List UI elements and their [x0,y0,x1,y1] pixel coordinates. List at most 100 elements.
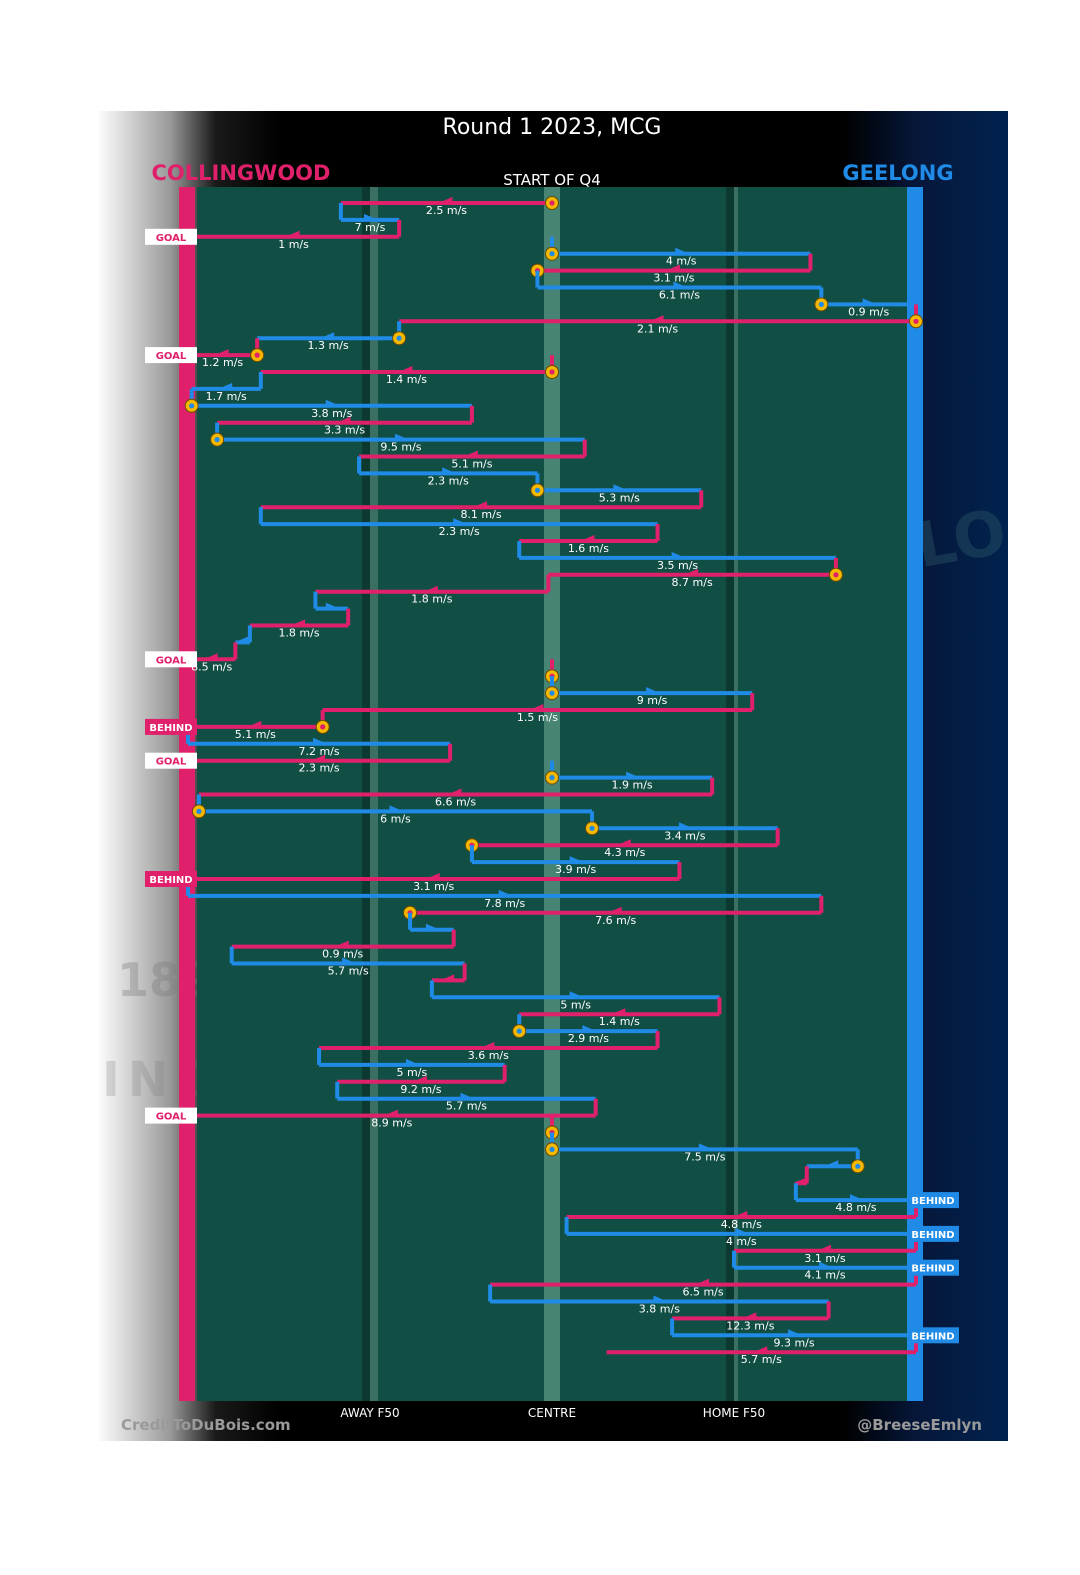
chain-speed-label: 0.9 m/s [848,305,889,318]
outcome-badge [907,1225,959,1242]
chain-speed-label: 4.8 m/s [721,1218,762,1231]
x-axis-label: HOME F50 [703,1406,765,1420]
chain-direction-arrow [824,1160,839,1168]
chain-speed-label: 6 m/s [380,812,411,825]
chain-direction-arrow [285,230,300,238]
chain-speed-label: 2.9 m/s [568,1032,609,1045]
outcome-badge [907,1259,959,1276]
stoppage-marker-core [189,403,195,409]
chain-speed-label: 8.5 m/s [191,660,232,673]
chain-direction-arrow [613,484,628,492]
chain-direction-arrow [325,399,340,407]
chain-direction-arrow [453,518,468,526]
home-team-name: COLLINGWOOD [152,161,331,185]
chain-speed-label: 1.2 m/s [202,356,243,369]
chain-direction-arrow [607,906,622,914]
chain-speed-label: 1.4 m/s [599,1015,640,1028]
collingwood-goal-line [179,187,195,1401]
chain-direction-arrow [678,822,693,830]
chain-direction-arrow [793,1177,808,1185]
chain-direction-arrow [438,197,453,204]
outcome-badge [145,651,197,668]
chain-direction-arrow [423,585,438,593]
outcome-badge [145,718,197,735]
chain-direction-arrow [383,1109,398,1117]
chain-speed-label: 4.8 m/s [835,1201,876,1214]
chain-speed-label: 1.8 m/s [411,593,452,606]
chain-direction-arrow [582,1025,597,1033]
x-axis-label: AWAY F50 [340,1406,399,1420]
chain-speed-label: 3.1 m/s [413,880,454,893]
chain-speed-label: 2.3 m/s [298,762,339,775]
chain-direction-arrow [649,315,664,323]
chain-direction-arrow [498,889,513,897]
chain-direction-arrow [398,366,413,373]
f50-stripe [734,187,738,1401]
chain-direction-arrow [753,1346,768,1354]
chain-speed-label: 9.3 m/s [773,1336,814,1349]
chain-speed-label: 3.6 m/s [468,1049,509,1062]
chain-speed-label: 6.1 m/s [659,289,700,302]
stoppage-marker-core [196,808,202,815]
credit-right: @BreeseEmlyn [857,1416,982,1434]
outcome-label: BEHIND [911,1264,954,1275]
away-team-name: GEELONG [842,161,953,185]
outcome-label: GOAL [156,655,187,666]
chain-direction-arrow [325,602,340,610]
chain-speed-label: 1 m/s [278,238,309,251]
chain-speed-label: 1.8 m/s [278,627,319,640]
outcome-label: BEHIND [911,1331,954,1342]
outcome-label: GOAL [156,1112,187,1123]
chain-speed-label: 8.7 m/s [672,576,713,589]
chain-speed-label: 8.9 m/s [371,1117,412,1130]
chain-direction-arrow [646,687,661,695]
chain-speed-label: 9 m/s [637,694,668,707]
chain-speed-label: 5.1 m/s [235,728,276,741]
chain-direction-arrow [616,839,631,847]
chain-speed-label: 7 m/s [355,221,386,234]
stoppage-marker-core [254,352,260,358]
chain-direction-arrow [425,873,440,880]
chain-direction-arrow [695,1278,710,1286]
x-axis-label: CENTRE [528,1406,576,1420]
chain-direction-arrow [311,754,326,762]
chain-speed-label: 7.5 m/s [684,1150,725,1163]
chain-direction-arrow [580,535,595,542]
chain-speed-label: 3.4 m/s [664,829,705,842]
chain-direction-arrow [218,382,233,390]
chain-speed-label: 5.7 m/s [328,965,369,978]
chain-direction-arrow [320,332,335,340]
chain-speed-label: 1.4 m/s [386,373,427,386]
chain-direction-arrow [611,1008,626,1016]
outcome-label: GOAL [156,351,187,362]
chain-direction-arrow [684,568,699,576]
chain-speed-label: 3.9 m/s [555,863,596,876]
stoppage-marker-core [396,335,402,341]
outcome-label: BEHIND [911,1196,954,1207]
chain-direction-arrow [203,653,218,661]
chain-speed-label: 5.7 m/s [446,1100,487,1113]
chain-direction-arrow [442,467,457,475]
outcome-badge [145,1107,197,1124]
stoppage-marker-core [913,318,919,324]
chain-direction-arrow [473,501,488,509]
chain-direction-arrow [480,1042,495,1049]
stoppage-marker-core [855,1163,861,1169]
chain-direction-arrow [733,1211,748,1218]
chain-speed-label: 2.1 m/s [637,322,678,335]
chain-speed-label: 0.9 m/s [322,948,363,961]
chain-speed-label: 1.5 m/s [517,711,558,724]
outcome-label: BEHIND [149,875,192,886]
chain-speed-label: 3.3 m/s [324,424,365,437]
outcome-label: BEHIND [911,1230,954,1241]
chain-direction-arrow [447,788,462,796]
chain-direction-arrow [405,1058,420,1066]
chain-speed-label: 9.2 m/s [400,1083,441,1096]
chain-speed-label: 9.5 m/s [380,441,421,454]
outcome-badge [145,347,197,364]
stoppage-marker-core [818,301,824,307]
chain-speed-label: 3.1 m/s [653,272,694,285]
chain-speed-label: 5 m/s [397,1066,428,1079]
stoppage-marker-core [589,825,595,831]
chain-speed-label: 3.8 m/s [639,1303,680,1316]
